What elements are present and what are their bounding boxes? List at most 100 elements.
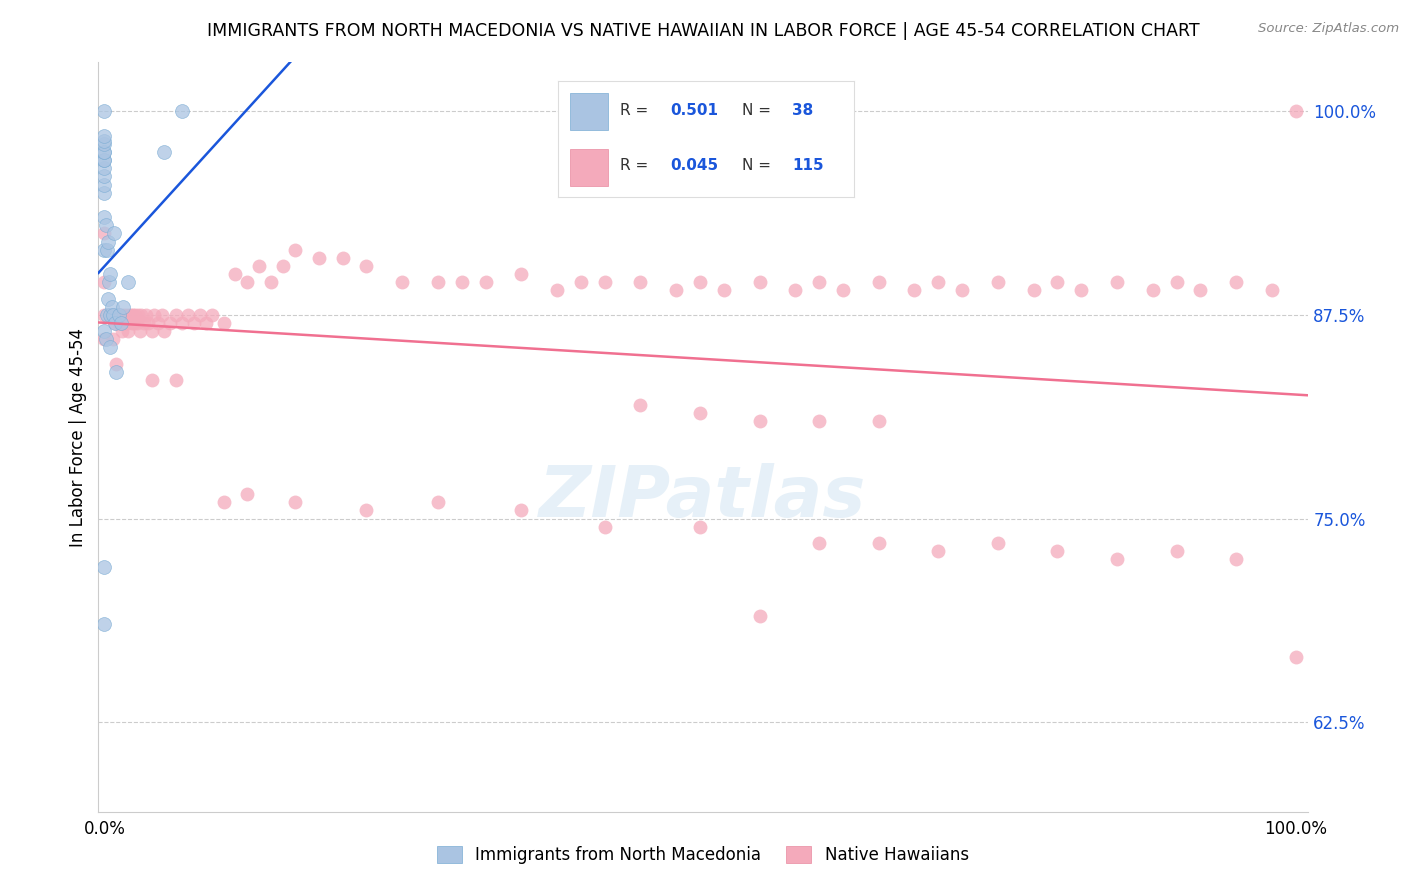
Point	[93, 276, 115, 290]
Point	[391, 276, 413, 290]
Point	[247, 259, 270, 273]
Point	[927, 544, 949, 558]
Point	[132, 316, 155, 330]
Point	[987, 536, 1010, 550]
Point	[271, 259, 294, 273]
Point	[138, 316, 160, 330]
Point	[950, 284, 973, 298]
Point	[127, 308, 149, 322]
Point	[1046, 544, 1069, 558]
Point	[170, 104, 193, 119]
Point	[100, 300, 122, 314]
Point	[153, 324, 176, 338]
Point	[224, 267, 246, 281]
Point	[105, 365, 128, 379]
Point	[689, 519, 711, 533]
Text: Source: ZipAtlas.com: Source: ZipAtlas.com	[1258, 22, 1399, 36]
Point	[212, 316, 235, 330]
Point	[260, 276, 283, 290]
Point	[927, 276, 949, 290]
Point	[143, 308, 166, 322]
Point	[125, 316, 148, 330]
Point	[93, 560, 115, 574]
Point	[236, 276, 259, 290]
Point	[115, 316, 138, 330]
Point	[689, 276, 711, 290]
Text: ZIPatlas: ZIPatlas	[540, 463, 866, 532]
Point	[98, 341, 121, 355]
Point	[510, 267, 533, 281]
Point	[93, 153, 115, 168]
Point	[93, 136, 115, 151]
Point	[107, 308, 129, 322]
Point	[546, 284, 568, 298]
Point	[104, 316, 127, 330]
Point	[93, 145, 115, 159]
Point	[153, 145, 176, 159]
Point	[510, 503, 533, 517]
Point	[135, 308, 157, 322]
Point	[159, 316, 181, 330]
Point	[748, 276, 770, 290]
Point	[122, 316, 145, 330]
Point	[114, 308, 136, 322]
Point	[1070, 284, 1092, 298]
Point	[120, 308, 142, 322]
Point	[748, 609, 770, 624]
Point	[593, 276, 616, 290]
Point	[101, 308, 124, 322]
Point	[1142, 284, 1164, 298]
Point	[868, 536, 890, 550]
Point	[93, 332, 115, 346]
Point	[122, 308, 145, 322]
Point	[114, 316, 136, 330]
Point	[1189, 284, 1212, 298]
Point	[356, 259, 378, 273]
Point	[689, 406, 711, 420]
Point	[96, 243, 118, 257]
Point	[124, 308, 146, 322]
Point	[93, 617, 115, 632]
Point	[93, 169, 115, 184]
Point	[98, 308, 121, 322]
Point	[903, 284, 925, 298]
Point	[112, 300, 135, 314]
Point	[284, 243, 307, 257]
Point	[107, 316, 129, 330]
Point	[103, 308, 125, 322]
Point	[868, 276, 890, 290]
Point	[1105, 276, 1128, 290]
Point	[177, 308, 200, 322]
Point	[94, 332, 117, 346]
Point	[141, 324, 163, 338]
Point	[93, 324, 115, 338]
Point	[107, 308, 129, 322]
Point	[93, 178, 115, 192]
Point	[1166, 544, 1188, 558]
Point	[103, 227, 125, 241]
Point	[308, 251, 330, 265]
Point	[1225, 552, 1247, 566]
Point	[93, 104, 115, 119]
Point	[785, 284, 807, 298]
Point	[94, 219, 117, 233]
Point	[1022, 284, 1045, 298]
Point	[93, 161, 115, 176]
Point	[165, 373, 187, 387]
Point	[93, 153, 115, 168]
Point	[987, 276, 1010, 290]
Point	[98, 276, 121, 290]
Point	[146, 316, 169, 330]
Point	[93, 210, 115, 224]
Point	[93, 145, 115, 159]
Point	[194, 316, 217, 330]
Point	[93, 134, 115, 148]
Point	[200, 308, 222, 322]
Point	[1046, 276, 1069, 290]
Point	[1261, 284, 1284, 298]
Point	[104, 316, 127, 330]
Point	[450, 276, 472, 290]
Point	[129, 324, 152, 338]
Point	[630, 276, 652, 290]
Point	[117, 276, 139, 290]
